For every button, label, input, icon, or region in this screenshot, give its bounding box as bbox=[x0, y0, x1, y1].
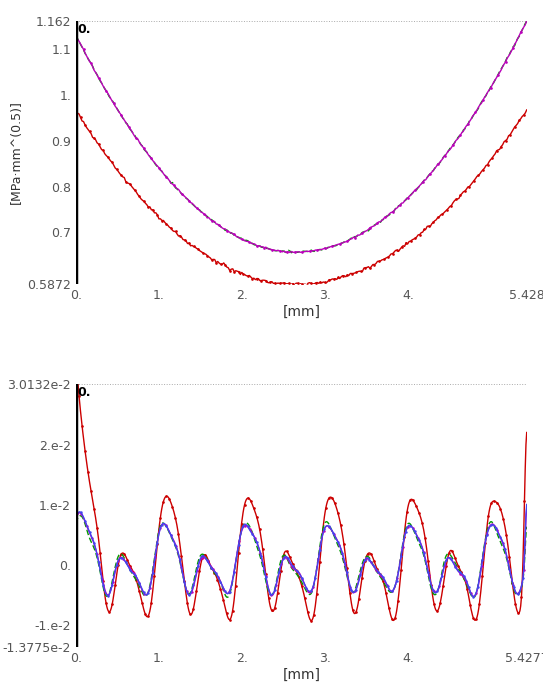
Text: 0.: 0. bbox=[78, 23, 91, 35]
X-axis label: [mm]: [mm] bbox=[282, 305, 320, 319]
Y-axis label: [MPa·mm^(0.5)]: [MPa·mm^(0.5)] bbox=[10, 100, 23, 205]
Text: 0.: 0. bbox=[78, 386, 91, 399]
X-axis label: [mm]: [mm] bbox=[282, 668, 320, 682]
